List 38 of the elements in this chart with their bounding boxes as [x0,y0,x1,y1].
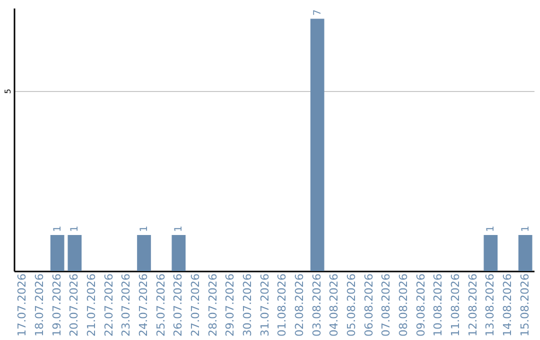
x-tick-label: 01.08.2026 [276,274,289,336]
x-tick-label: 10.08.2026 [432,274,445,336]
x-tick-label: 07.08.2026 [380,274,393,336]
x-tick-label: 27.07.2026 [189,274,202,336]
y-tick-label: 5 [4,88,12,94]
data-label: 1 [520,226,532,232]
x-tick-label: 18.07.2026 [33,274,46,336]
x-tick-label: 25.07.2026 [154,274,168,336]
x-tick-label: 02.08.2026 [293,274,306,336]
x-tick-label: 22.07.2026 [102,274,116,336]
x-tick-label: 09.08.2026 [414,274,428,336]
data-label: 1 [52,226,64,232]
x-tick-label: 03.08.2026 [310,274,324,336]
data-label: 1 [486,226,497,232]
data-label: 1 [139,226,150,232]
x-tick-label: 17.07.2026 [16,274,29,336]
x-tick-label: 24.07.2026 [137,274,150,336]
x-tick-label: 13.08.2026 [484,274,497,336]
x-tick-label: 21.07.2026 [85,274,98,336]
x-tick-label: 08.08.2026 [397,274,410,336]
x-tick-label: 29.07.2026 [224,274,237,336]
x-tick-label: 26.07.2026 [172,274,185,336]
x-tick-label: 19.07.2026 [50,274,64,336]
x-tick-label: 23.07.2026 [120,274,133,336]
x-tick-label: 04.08.2026 [328,274,341,336]
x-tick-label: 31.07.2026 [258,274,272,336]
x-tick-label: 06.08.2026 [362,274,376,336]
x-tick-label: 14.08.2026 [501,274,514,336]
data-label: 7 [312,9,324,16]
x-tick-label: 11.08.2026 [449,274,462,336]
x-tick-label: 15.08.2026 [518,274,532,336]
x-tick-label: 12.08.2026 [466,274,480,336]
data-label: 1 [174,226,185,232]
x-tick-label: 30.07.2026 [241,274,254,336]
x-tick-label: 05.08.2026 [345,274,358,336]
data-label: 1 [70,226,81,232]
x-tick-label: 20.07.2026 [68,274,81,336]
x-tick-label: 28.07.2026 [206,274,220,336]
